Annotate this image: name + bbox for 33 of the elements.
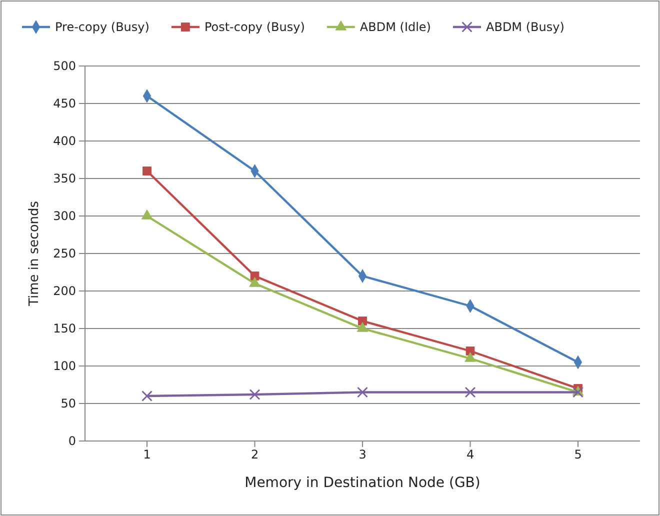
point [464,386,476,398]
legend-label: Pre-copy (Busy) [55,20,150,34]
point [142,166,152,176]
y-axis-title: Time in seconds [27,200,42,308]
y-tick-label: 400 [53,134,76,148]
x-tick-label: 4 [466,448,474,462]
point [142,390,152,402]
point [466,346,475,356]
y-tick-label: 450 [53,96,76,110]
legend-label: ABDM (Busy) [486,20,564,34]
x-tick-label: 5 [574,448,582,462]
y-tick-label: 100 [53,358,76,373]
point [141,210,153,220]
point [357,386,368,398]
y-tick-label: 250 [53,246,76,260]
point [249,389,260,400]
legend-label: Post-copy (Busy) [204,20,305,34]
point [250,272,260,280]
y-tick-label: 350 [53,171,76,186]
x-axis-title: Memory in Destination Node (GB) [244,475,480,491]
y-tick-label: 200 [53,284,76,298]
y-tick-label: 50 [60,396,76,410]
x-tick-label: 2 [250,448,259,462]
legend-label: ABDM (Idle) [360,20,431,34]
point [356,322,368,332]
y-tick-label: 150 [53,321,76,336]
point [249,277,260,287]
x-tick-label: 3 [358,448,366,462]
y-tick-label: 300 [53,208,76,223]
point [464,352,476,362]
x-tick-label: 1 [143,448,151,462]
y-tick-label: 500 [53,58,76,73]
y-tick-label: 0 [68,434,76,448]
